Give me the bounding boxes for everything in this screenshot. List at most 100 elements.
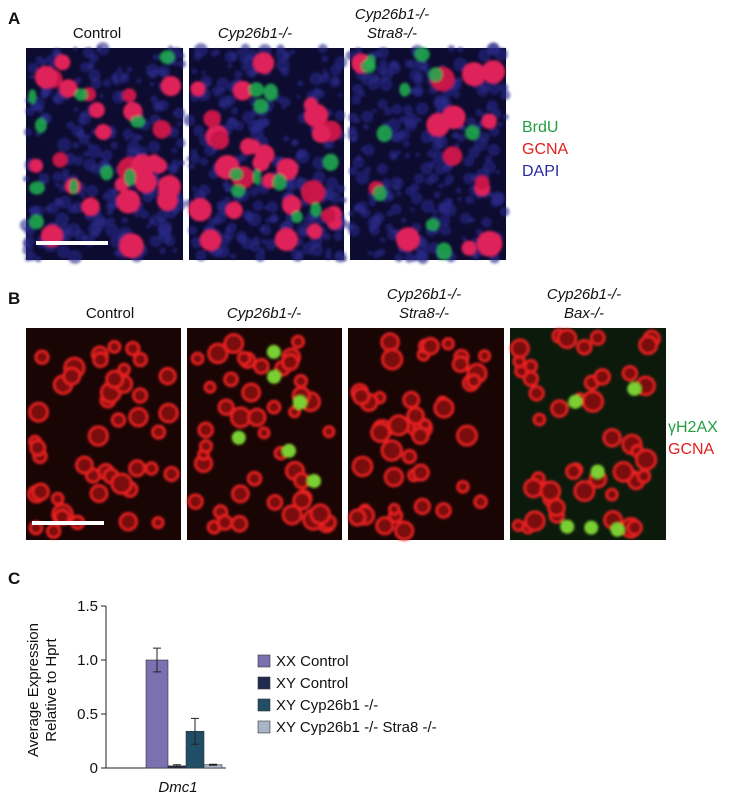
dapi-dot xyxy=(45,54,55,64)
gcna-cell xyxy=(406,406,425,426)
gcna-cell xyxy=(158,367,177,386)
dapi-dot xyxy=(57,137,72,152)
nucleus xyxy=(59,79,78,98)
brdu xyxy=(291,210,303,224)
dapi-dot xyxy=(457,133,466,142)
column-label: Cyp26b1-/- xyxy=(227,305,301,322)
dapi-dot xyxy=(385,223,394,232)
gcna-cell xyxy=(309,503,331,525)
dapi-dot xyxy=(495,169,501,175)
stain-label: GCNA xyxy=(522,141,569,158)
dapi-dot xyxy=(105,202,116,212)
gcna-cell xyxy=(524,510,546,532)
dapi-dot xyxy=(240,43,250,53)
dapi-dot xyxy=(164,235,176,247)
error-bar xyxy=(209,763,217,766)
dapi-dot xyxy=(500,90,511,101)
dapi-dot xyxy=(372,108,377,114)
h2ax xyxy=(590,464,605,479)
nucleus xyxy=(54,54,71,71)
dapi-dot xyxy=(80,193,86,199)
dapi-dot xyxy=(379,77,393,91)
h2ax xyxy=(584,520,599,535)
dapi-dot xyxy=(24,225,35,237)
dapi-dot xyxy=(309,72,323,86)
dapi-dot xyxy=(367,250,373,256)
h2ax xyxy=(231,430,246,445)
dapi-dot xyxy=(265,217,272,224)
dapi-dot xyxy=(224,187,231,193)
micrograph xyxy=(26,328,181,540)
dapi-dot xyxy=(329,75,341,88)
brdu xyxy=(414,47,430,62)
dapi-dot xyxy=(403,140,410,148)
dapi-dot xyxy=(445,174,455,184)
nucleus xyxy=(52,152,68,168)
dapi-dot xyxy=(419,238,429,248)
gcna-cell xyxy=(203,380,217,394)
dapi-dot xyxy=(35,256,42,263)
dapi-dot xyxy=(306,90,316,101)
brdu xyxy=(436,242,452,261)
gcna-cell xyxy=(293,472,311,490)
dapi-dot xyxy=(475,228,483,236)
dapi-dot xyxy=(404,153,410,159)
dapi-dot xyxy=(416,117,422,123)
column-label: Control xyxy=(86,305,134,322)
gcna-cell xyxy=(223,333,245,354)
dapi-dot xyxy=(346,221,356,231)
dapi-dot xyxy=(481,217,492,228)
dapi-dot xyxy=(106,217,116,226)
dapi-dot xyxy=(373,75,381,83)
gcna-cell xyxy=(291,334,305,349)
dapi-dot xyxy=(228,117,237,126)
dapi-dot xyxy=(40,91,49,99)
dapi-dot xyxy=(107,209,113,216)
gcna-cell xyxy=(253,357,270,375)
dapi-dot xyxy=(303,216,313,226)
nucleus xyxy=(95,123,112,140)
dapi-dot xyxy=(177,59,187,69)
gcna-cell xyxy=(394,520,415,541)
dapi-dot xyxy=(218,100,227,108)
dapi-dot xyxy=(347,125,357,135)
dapi-dot xyxy=(159,247,166,255)
nucleus xyxy=(188,198,212,222)
dapi-dot xyxy=(362,144,375,156)
dapi-dot xyxy=(323,189,332,197)
dapi-dot xyxy=(89,53,99,63)
dapi-dot xyxy=(489,126,500,137)
gcna-cell xyxy=(402,390,421,409)
dapi-dot xyxy=(413,173,425,184)
error-bar xyxy=(153,647,161,673)
cells xyxy=(19,42,187,264)
dapi-dot xyxy=(210,50,218,57)
dapi-dot xyxy=(247,212,262,227)
nucleus xyxy=(307,223,323,239)
gcna-cell xyxy=(401,448,418,465)
gcna-cell xyxy=(523,477,544,499)
dapi-dot xyxy=(361,110,374,123)
gcna-cell xyxy=(605,487,619,502)
dapi-dot xyxy=(334,110,346,121)
nucleus xyxy=(321,208,336,223)
dapi-dot xyxy=(54,182,61,188)
dapi-dot xyxy=(410,207,415,212)
brdu xyxy=(29,181,45,195)
dapi-dot xyxy=(56,245,71,259)
brdu xyxy=(229,168,243,181)
gcna-cell xyxy=(31,482,50,501)
dapi-dot xyxy=(387,118,401,132)
gcna-cell xyxy=(107,339,122,354)
dapi-dot xyxy=(192,186,197,192)
gcna-cell xyxy=(576,338,593,356)
dapi-dot xyxy=(78,118,85,125)
gcna-cell xyxy=(636,469,652,484)
dapi-dot xyxy=(468,146,480,159)
dapi-dot xyxy=(330,64,342,76)
dapi-dot xyxy=(390,176,404,191)
nucleus xyxy=(130,154,155,179)
dapi-dot xyxy=(91,217,106,232)
dapi-dot xyxy=(438,183,444,189)
